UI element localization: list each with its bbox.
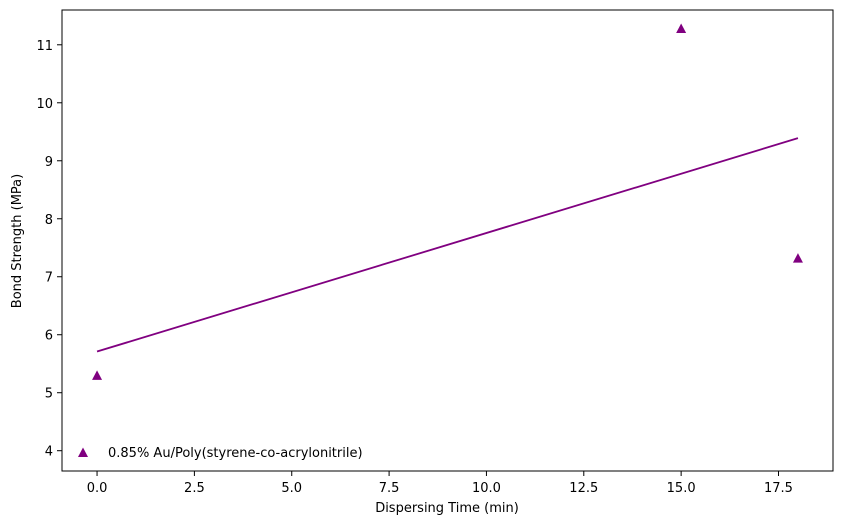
y-tick-label: 9 bbox=[45, 155, 53, 170]
x-tick-label: 15.0 bbox=[667, 481, 696, 496]
x-tick-label: 2.5 bbox=[184, 481, 205, 496]
y-tick-label: 10 bbox=[36, 97, 53, 112]
y-axis-label: Bond Strength (MPa) bbox=[10, 174, 25, 308]
legend-label: 0.85% Au/Poly(styrene-co-acrylonitrile) bbox=[108, 446, 363, 461]
x-tick-label: 0.0 bbox=[87, 481, 108, 496]
y-tick-label: 4 bbox=[45, 445, 53, 460]
y-tick-label: 5 bbox=[45, 387, 53, 402]
data-point bbox=[92, 370, 103, 380]
x-axis-label: Dispersing Time (min) bbox=[375, 501, 519, 516]
x-tick-label: 12.5 bbox=[569, 481, 598, 496]
trend-line bbox=[96, 137, 799, 353]
y-tick-label: 7 bbox=[45, 271, 53, 286]
y-tick-label: 11 bbox=[36, 39, 53, 54]
data-point bbox=[676, 23, 687, 34]
y-tick-label: 6 bbox=[45, 329, 53, 344]
x-tick-label: 10.0 bbox=[472, 481, 501, 496]
legend-marker-triangle-icon bbox=[78, 447, 88, 457]
legend: 0.85% Au/Poly(styrene-co-acrylonitrile) bbox=[78, 446, 363, 461]
data-point bbox=[792, 253, 803, 263]
y-tick-label: 8 bbox=[45, 213, 53, 228]
x-tick-label: 17.5 bbox=[764, 481, 793, 496]
y-axis-ticks: 4 5 6 7 8 9 10 11 bbox=[36, 39, 62, 460]
x-tick-label: 7.5 bbox=[379, 481, 400, 496]
plot-area bbox=[61, 9, 834, 472]
x-axis-ticks: 0.0 2.5 5.0 7.5 10.0 12.5 15.0 17.5 bbox=[87, 471, 793, 496]
data-points bbox=[92, 23, 803, 380]
x-tick-label: 5.0 bbox=[281, 481, 302, 496]
